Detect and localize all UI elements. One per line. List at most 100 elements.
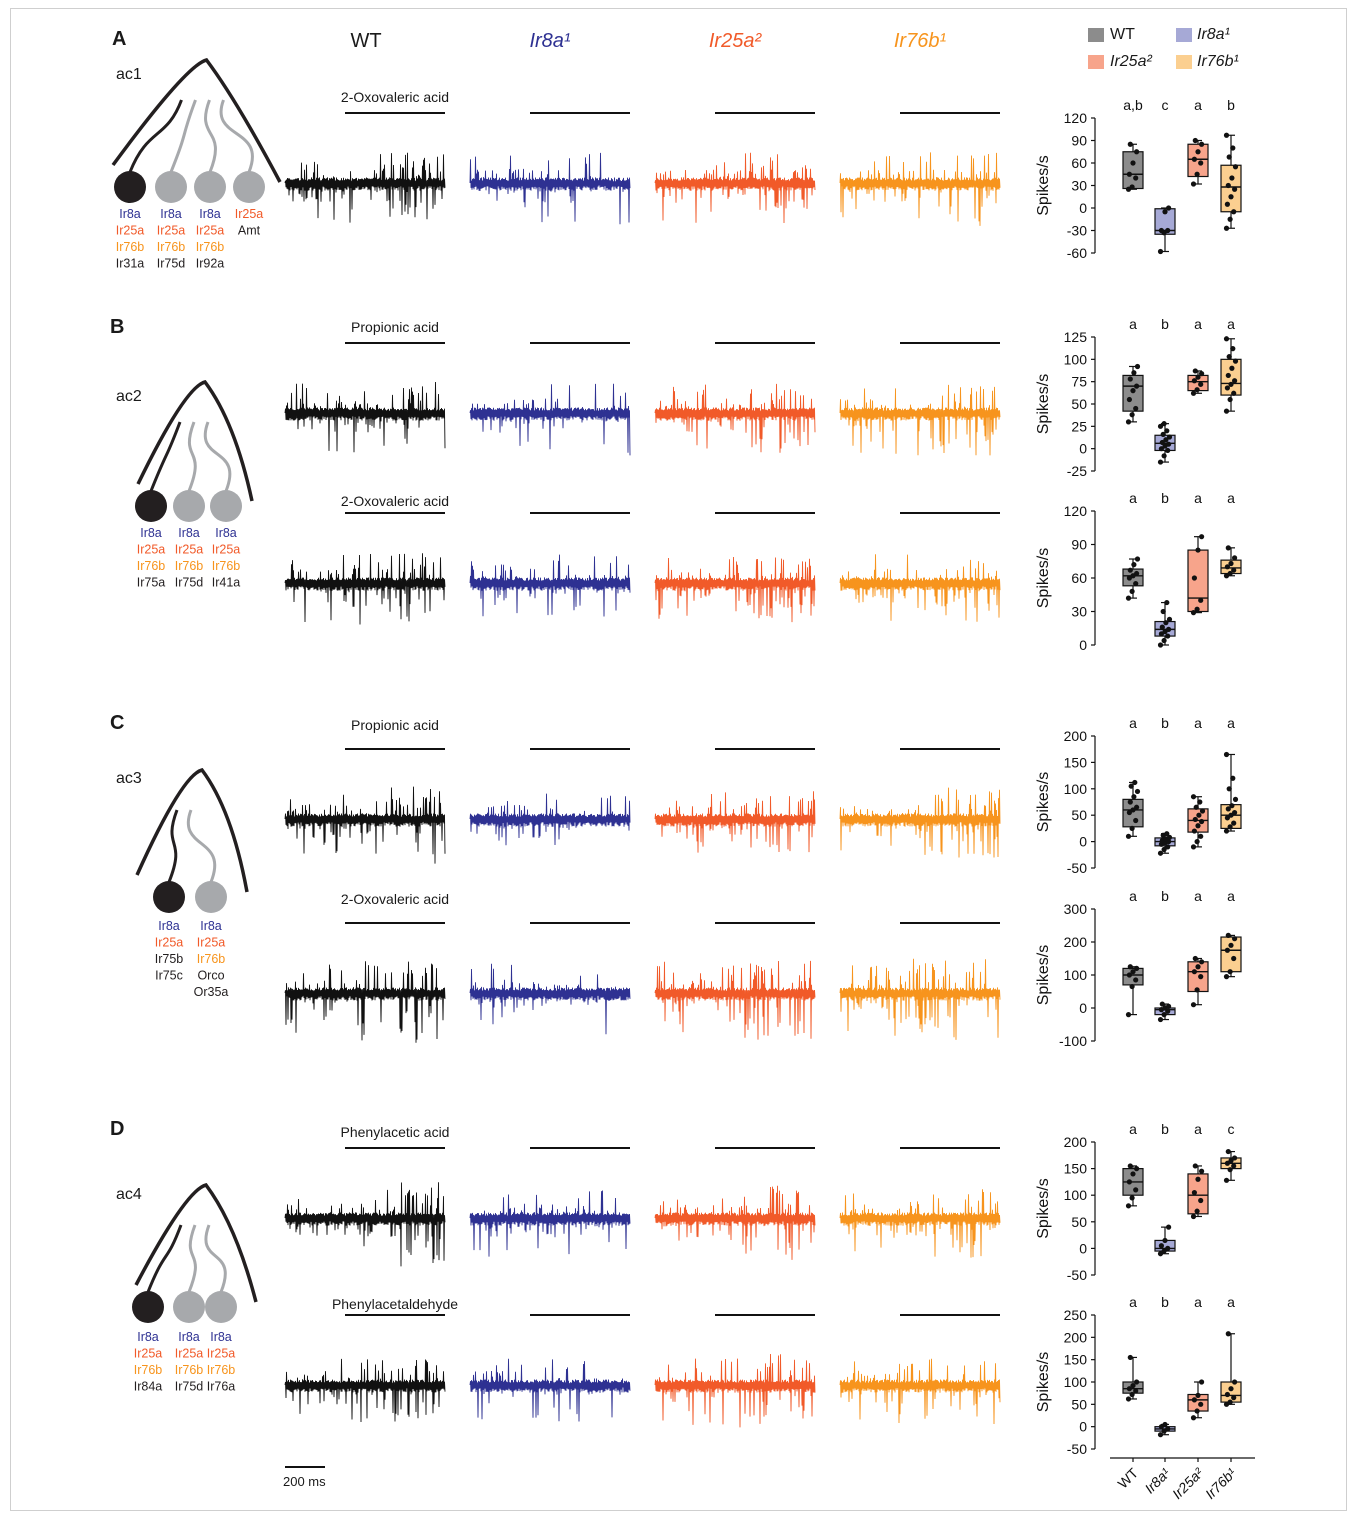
- receptor-label: Ir76b: [175, 559, 204, 573]
- data-point: [1191, 378, 1197, 384]
- data-point: [1191, 828, 1197, 834]
- data-point: [1225, 1331, 1231, 1337]
- y-tick-label: 30: [1071, 178, 1087, 194]
- significance-letter: a: [1129, 888, 1137, 904]
- stimulus-label: 2-Oxovaleric acid: [340, 89, 450, 105]
- data-point: [1195, 547, 1201, 553]
- data-point: [1232, 186, 1238, 192]
- data-point: [1134, 383, 1140, 389]
- data-point: [1199, 808, 1206, 814]
- receptor-label: Ir25a: [157, 224, 186, 238]
- y-tick-label: -50: [1067, 1267, 1087, 1283]
- data-point: [1190, 1002, 1197, 1008]
- data-point: [1157, 642, 1164, 648]
- data-point: [1130, 1171, 1136, 1177]
- y-tick-label: 0: [1079, 1240, 1087, 1256]
- y-tick-label: -30: [1067, 223, 1087, 239]
- y-tick-label: 0: [1079, 1000, 1087, 1016]
- spike-trace-ir25a: [654, 556, 816, 623]
- data-point: [1158, 1243, 1164, 1249]
- dendrite-grey: [187, 1224, 197, 1293]
- significance-letter: b: [1227, 97, 1235, 113]
- dendrite-grey: [187, 421, 197, 492]
- y-tick-label: 60: [1071, 570, 1087, 586]
- data-point: [1229, 175, 1235, 181]
- receptor-label: Ir76b: [137, 559, 166, 573]
- x-tick-label: Ir8a¹: [1141, 1465, 1173, 1497]
- y-axis-label: Spikes/s: [1035, 772, 1052, 832]
- data-point: [1224, 1160, 1230, 1166]
- receptor-label: Ir8a: [140, 526, 162, 540]
- data-point: [1227, 570, 1233, 577]
- neuron-black: [135, 490, 167, 522]
- data-point: [1129, 588, 1135, 595]
- spike-trace-ir25a: [654, 791, 816, 853]
- data-point: [1231, 567, 1237, 573]
- data-point: [1194, 171, 1200, 177]
- significance-letter: a: [1194, 1121, 1202, 1137]
- data-point: [1166, 205, 1172, 211]
- data-point: [1228, 560, 1234, 567]
- data-point: [1159, 1001, 1165, 1007]
- data-point: [1164, 599, 1170, 606]
- spike-trace-ir25a: [654, 383, 816, 453]
- box-wt: [1122, 374, 1144, 412]
- data-point: [1224, 385, 1230, 391]
- data-point: [1195, 1176, 1201, 1182]
- data-point: [1198, 1197, 1204, 1204]
- data-point: [1157, 1016, 1164, 1023]
- stimulus-label: Propionic acid: [351, 717, 439, 733]
- receptor-label: Ir25a: [196, 224, 225, 238]
- legend-swatch-ir76b: [1176, 55, 1192, 69]
- data-point: [1199, 818, 1205, 825]
- data-point: [1194, 987, 1200, 993]
- y-tick-label: -100: [1059, 1033, 1087, 1049]
- data-point: [1191, 1397, 1197, 1403]
- spike-trace-wt: [284, 381, 446, 453]
- data-point: [1231, 1163, 1237, 1169]
- data-point: [1228, 1158, 1234, 1164]
- data-point: [1125, 1012, 1132, 1018]
- y-tick-label: 100: [1064, 967, 1088, 983]
- data-point: [1134, 1166, 1140, 1172]
- stimulus-label: Propionic acid: [351, 319, 439, 335]
- data-point: [1162, 1421, 1168, 1428]
- spike-trace-ir25a: [654, 1185, 816, 1260]
- receptor-label: Or35a: [194, 985, 229, 999]
- genotype-header-ir76b: Ir76b¹: [893, 30, 947, 52]
- y-tick-label: -60: [1067, 245, 1087, 261]
- data-point: [1162, 1237, 1168, 1244]
- data-point: [1133, 175, 1139, 181]
- data-point: [1224, 947, 1230, 953]
- data-point: [1195, 149, 1201, 155]
- data-point: [1134, 149, 1140, 155]
- receptor-label: Ir8a: [215, 526, 237, 540]
- y-tick-label: 300: [1064, 901, 1088, 917]
- receptor-label: Ir25a: [175, 543, 204, 557]
- receptor-label: Ir25a: [155, 936, 184, 950]
- data-point: [1230, 145, 1236, 151]
- scale-bar-label: 200 ms: [283, 1474, 326, 1489]
- sensillum-label-ac1: ac1: [116, 66, 142, 83]
- data-point: [1199, 1379, 1205, 1385]
- y-tick-label: 0: [1079, 441, 1087, 457]
- data-point: [1191, 1189, 1197, 1196]
- significance-letter: a: [1129, 316, 1137, 332]
- receptor-label: Ir25a: [197, 936, 226, 950]
- y-axis-label: Spikes/s: [1035, 548, 1052, 608]
- data-point: [1134, 965, 1140, 972]
- data-point: [1164, 428, 1170, 434]
- data-point: [1129, 412, 1135, 418]
- data-point: [1230, 775, 1236, 781]
- data-point: [1198, 160, 1204, 166]
- legend-swatch-ir25a: [1088, 55, 1104, 69]
- data-point: [1196, 812, 1202, 818]
- significance-letter: b: [1161, 888, 1169, 904]
- data-point: [1166, 626, 1172, 632]
- spike-trace-ir76b: [839, 152, 1001, 226]
- receptor-label: Ir25a: [137, 543, 166, 557]
- data-point: [1229, 365, 1235, 371]
- data-point: [1133, 580, 1139, 587]
- sensillum-outline: [136, 380, 254, 502]
- data-point: [1191, 575, 1197, 581]
